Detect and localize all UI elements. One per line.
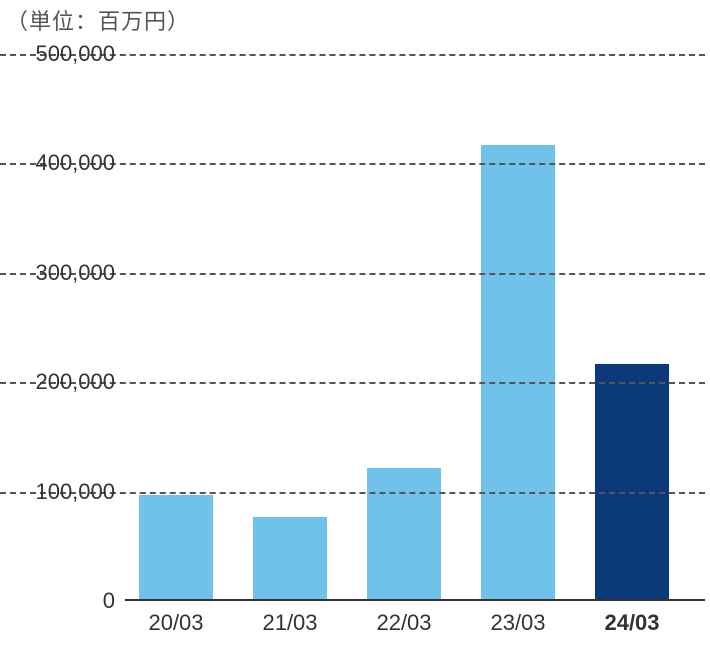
x-tick-label: 22/03 [376,610,431,636]
bar [595,364,669,599]
bar [253,517,327,599]
y-tick-label: 200,000 [5,369,115,395]
x-tick-label: 20/03 [148,610,203,636]
y-tick-label: 500,000 [5,41,115,67]
y-tick-label: 400,000 [5,150,115,176]
bar [367,468,441,599]
y-tick-label: 300,000 [5,260,115,286]
unit-label: （単位：百万円） [6,4,190,36]
y-tick-label: 100,000 [5,479,115,505]
bar [481,145,555,599]
y-tick-label: 0 [5,588,115,614]
x-tick-label: 24/03 [604,610,659,636]
plot-area [125,54,705,601]
bar-group [125,54,705,599]
bar-chart: （単位：百万円） 0 100,000 200,000 300,000 400,000 50… [0,0,710,660]
x-tick-label: 21/03 [262,610,317,636]
x-tick-label: 23/03 [490,610,545,636]
bar [139,495,213,599]
